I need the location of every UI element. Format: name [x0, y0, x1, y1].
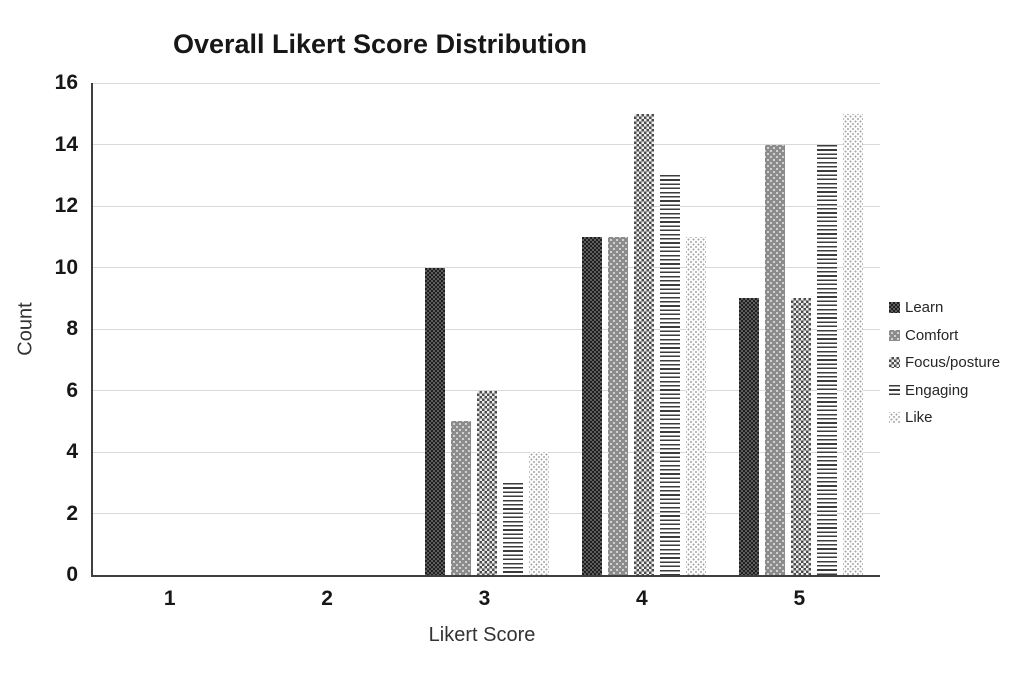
y-tick-label-2: 2 — [66, 501, 78, 525]
legend-label-like: Like — [905, 409, 933, 427]
legend-item-comfort: Comfort — [889, 327, 1000, 344]
bar-like-score-3 — [528, 452, 549, 575]
legend-swatch-dark-checker-icon — [889, 302, 900, 313]
y-tick-label-0: 0 — [66, 563, 78, 586]
bar-learn-score-3 — [424, 267, 445, 575]
bar-focus-posture-score-5 — [791, 298, 812, 575]
gridline-y-16 — [93, 82, 880, 84]
gridline-y-10 — [93, 267, 880, 268]
gridline-y-8 — [93, 328, 880, 330]
bar-engaging-score-3 — [502, 482, 523, 575]
bar-like-score-5 — [843, 113, 864, 575]
legend-swatch-light-dots-icon — [889, 412, 900, 424]
bar-engaging-score-5 — [817, 144, 838, 575]
legend-label-learn: Learn — [905, 299, 944, 316]
x-tick-label-5: 5 — [793, 587, 806, 610]
x-tick-label-4: 4 — [636, 587, 648, 610]
y-tick-label-10: 10 — [54, 255, 78, 279]
x-tick-label-1: 1 — [163, 587, 176, 610]
x-tick-label-3: 3 — [478, 587, 491, 610]
chart-title: Overall Likert Score Distribution — [172, 29, 588, 59]
legend-item-like: Like — [889, 409, 1000, 426]
y-tick-label-6: 6 — [66, 378, 78, 402]
legend-item-focus-posture: Focus/posture — [889, 354, 1000, 371]
legend-swatch-gray-dots-icon — [889, 329, 900, 341]
legend-item-learn: Learn — [889, 299, 1000, 316]
bar-focus-posture-score-4 — [633, 113, 654, 575]
legend-swatch-horizontal-lines-icon — [889, 384, 900, 396]
bar-focus-posture-score-3 — [476, 390, 497, 575]
legend-swatch-dark-weave-icon — [889, 357, 900, 369]
legend-item-engaging: Engaging — [889, 382, 1000, 399]
legend-label-engaging: Engaging — [905, 381, 969, 399]
x-axis-title: Likert Score — [428, 624, 536, 646]
bar-comfort-score-5 — [765, 144, 786, 575]
legend-label-comfort: Comfort — [905, 326, 959, 344]
y-tick-label-16: 16 — [54, 71, 78, 94]
bar-like-score-4 — [685, 236, 706, 575]
gridline-y-14 — [93, 144, 880, 145]
y-tick-label-12: 12 — [54, 194, 78, 217]
bar-comfort-score-4 — [607, 236, 628, 575]
legend: Learn Comfort Focus/posture Engaging Like — [889, 299, 1000, 437]
x-tick-label-2: 2 — [321, 587, 333, 610]
y-tick-label-8: 8 — [66, 317, 78, 340]
bar-comfort-score-3 — [450, 421, 471, 575]
bar-learn-score-4 — [581, 236, 602, 575]
plot-area — [91, 82, 880, 577]
bar-engaging-score-4 — [659, 175, 680, 575]
gridline-y-12 — [93, 205, 880, 207]
bar-learn-score-5 — [739, 298, 760, 575]
y-tick-label-4: 4 — [66, 440, 78, 463]
legend-label-focus-posture: Focus/posture — [905, 354, 1001, 372]
y-tick-label-14: 14 — [54, 132, 78, 156]
